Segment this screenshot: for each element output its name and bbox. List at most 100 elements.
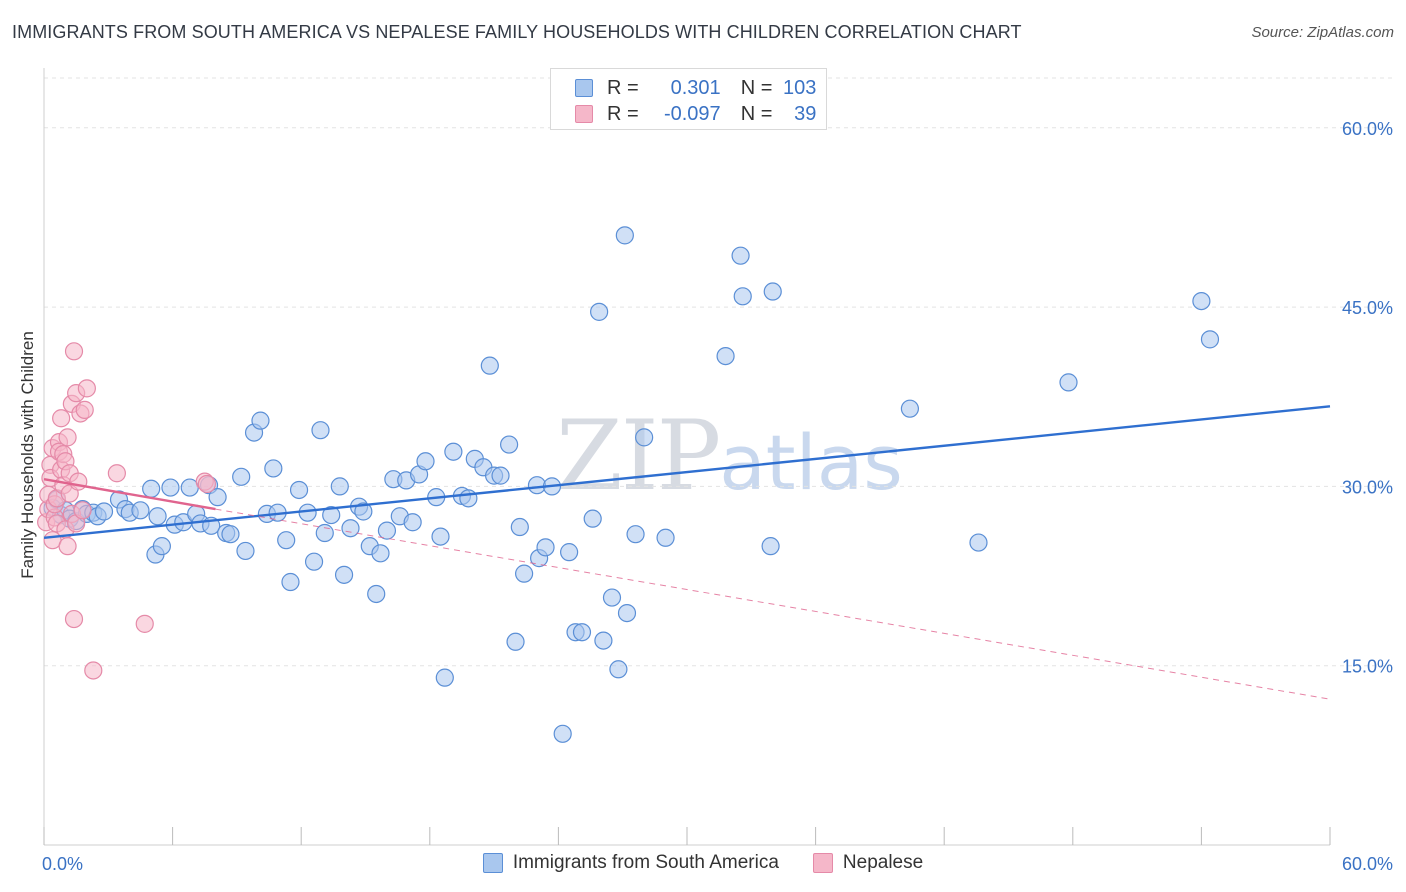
data-point-south-america [311,421,330,440]
data-point-south-america [506,632,525,651]
data-point-south-america [510,517,529,537]
r-label: R = [607,102,639,125]
data-point-south-america [142,479,161,498]
legend-swatch-blue [482,853,503,873]
data-point-nepalese [197,474,216,494]
data-point-south-america [251,411,270,430]
r-value: 0.301 [670,76,721,99]
legend-label: Immigrants from South America [512,852,779,873]
series-legend: Immigrants from South America Nepalese [0,852,1406,874]
data-point-nepalese [84,661,103,680]
data-point-nepalese [77,379,96,398]
data-point-south-america [602,588,622,607]
data-point-nepalese [64,609,84,629]
chart-title: IMMIGRANTS FROM SOUTH AMERICA VS NEPALES… [12,22,1022,42]
data-point-south-america [536,538,555,557]
data-point-nepalese [69,472,88,491]
legend-swatch-blue [575,79,593,97]
data-point-nepalese [52,409,71,428]
legend-item-nepalese[interactable]: Nepalese [812,852,924,874]
data-point-nepalese [107,464,126,483]
data-point-south-america [617,603,637,623]
data-point-south-america [371,544,390,563]
data-point-south-america [131,501,150,520]
data-point-south-america [416,452,435,471]
data-point-south-america [281,572,300,592]
data-point-south-america [431,527,450,546]
data-point-south-america [763,282,782,301]
data-point-south-america [716,346,735,366]
data-point-south-america [594,631,613,650]
data-point-nepalese [73,501,92,520]
data-point-south-america [583,509,602,528]
correlation-legend: R = 0.301 N = 103 R = -0.097 N = 39 [550,68,827,130]
data-point-south-america [491,466,510,485]
data-point-south-america [500,435,519,454]
data-point-south-america [731,246,750,265]
data-point-south-america [264,459,283,478]
data-point-south-america [161,478,180,497]
data-point-nepalese [135,614,154,633]
data-point-south-america [609,660,628,679]
y-tick-label: 45.0% [1342,298,1393,318]
data-point-south-america [221,525,240,544]
data-point-south-america [435,668,454,687]
source-credit: Source: ZipAtlas.com [1251,24,1394,41]
data-point-south-america [572,623,592,642]
r-label: R = [607,76,639,99]
data-point-south-america [515,564,534,583]
data-point-south-america [560,543,579,562]
data-point-south-america [590,302,609,321]
n-label: N = [740,76,773,99]
data-point-south-america [1200,330,1220,349]
n-value: 103 [783,76,817,99]
data-point-south-america [626,525,645,544]
data-point-nepalese [64,342,84,361]
data-point-nepalese [75,400,94,419]
y-tick-label: 60.0% [1342,119,1393,139]
data-point-south-america [480,356,499,375]
data-point-south-america [656,528,675,547]
data-point-south-america [377,521,397,540]
data-point-south-america [615,226,634,245]
data-point-south-america [354,502,373,521]
data-point-south-america [232,467,251,486]
data-point-south-america [444,442,463,461]
data-point-south-america [94,502,114,521]
legend-label: Nepalese [842,852,924,873]
y-tick-label: 30.0% [1342,477,1393,497]
x-tick-label: 60.0% [1342,854,1393,874]
data-point-south-america [152,537,171,556]
legend-row-south-america: R = 0.301 N = 103 [575,75,816,101]
data-point-south-america [330,477,349,496]
data-point-south-america [367,584,386,604]
data-point-south-america [236,541,255,561]
data-point-south-america [322,505,341,525]
data-point-south-america [277,531,296,550]
data-point-south-america [1059,373,1078,392]
data-point-south-america [733,287,752,306]
data-point-south-america [969,533,988,552]
x-tick-label: 0.0% [42,854,83,874]
data-point-south-america [334,565,354,584]
data-point-south-america [298,503,317,522]
data-point-south-america [403,513,422,532]
data-point-south-america [341,519,360,538]
n-value: 39 [794,102,817,125]
data-point-south-america [553,724,572,743]
y-tick-label: 15.0% [1342,657,1393,677]
legend-item-south-america[interactable]: Immigrants from South America [482,852,779,874]
data-point-south-america [1192,292,1211,311]
data-point-south-america [289,480,309,500]
data-point-south-america [761,537,780,556]
data-point-south-america [208,488,227,507]
n-label: N = [740,102,773,125]
data-point-nepalese [58,428,77,447]
data-point-nepalese [58,537,77,556]
legend-row-nepalese: R = -0.097 N = 39 [575,101,816,127]
data-point-south-america [527,476,547,495]
data-point-south-america [148,507,167,526]
watermark-zip: ZIP [556,400,721,512]
legend-swatch-pink [575,105,593,123]
